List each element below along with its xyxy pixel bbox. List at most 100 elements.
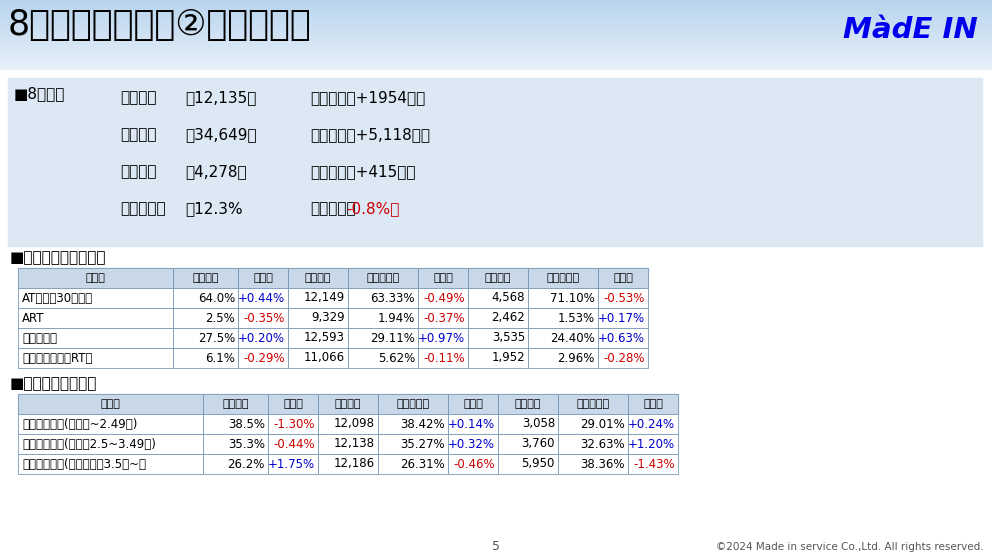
Bar [418,268,468,288]
Text: 前月比: 前月比 [613,273,633,283]
Text: ジャグラー: ジャグラー [22,331,57,344]
Bar [348,288,418,308]
Text: 12,098: 12,098 [334,417,375,431]
Bar [348,328,418,348]
Bar [318,454,378,474]
Text: 前月比: 前月比 [283,399,303,409]
Bar [0,9,992,10]
Bar [0,51,992,52]
Bar [0,26,992,27]
Text: MàdE IN: MàdE IN [843,16,978,44]
Bar [558,394,628,414]
Bar [203,414,268,434]
Text: 平均稼働: 平均稼働 [305,273,331,283]
Text: 5: 5 [492,541,500,554]
Bar [0,28,992,29]
Bar [628,414,678,434]
Text: +1.75%: +1.75% [268,458,315,470]
Bar [378,434,448,454]
Text: 11,066: 11,066 [304,352,345,364]
Text: 1.53%: 1.53% [558,311,595,325]
Bar [0,16,992,17]
Bar [238,308,288,328]
Bar [498,394,558,414]
Text: 29.01%: 29.01% [580,417,625,431]
Bar [418,328,468,348]
Bar [0,70,992,558]
Bar [0,23,992,24]
Bar [173,268,238,288]
Bar [598,268,648,288]
Bar [628,434,678,454]
Bar [528,308,598,328]
Bar [0,15,992,16]
Text: 24.40%: 24.40% [551,331,595,344]
Text: ■射幸強度別シェア: ■射幸強度別シェア [10,376,97,391]
Bar [528,348,598,368]
Text: -0.35%: -0.35% [244,311,285,325]
Text: -0.53%: -0.53% [603,291,645,305]
Text: +0.24%: +0.24% [628,417,675,431]
Bar [0,22,992,23]
Text: 4,568: 4,568 [491,291,525,305]
Bar [448,394,498,414]
Bar [18,308,173,328]
Text: -0.11%: -0.11% [424,352,465,364]
Bar [268,454,318,474]
Text: タイプ: タイプ [85,273,105,283]
Bar [0,18,992,19]
Bar [288,308,348,328]
Bar [18,394,678,414]
Bar [0,41,992,42]
Bar [0,4,992,5]
Bar [0,57,992,58]
Bar [348,348,418,368]
Bar [378,454,448,474]
Bar [418,348,468,368]
Text: 2,462: 2,462 [491,311,525,325]
Text: 35.3%: 35.3% [228,437,265,450]
Text: 平均稼働: 平均稼働 [120,90,157,105]
Bar [0,32,992,33]
Text: 26.31%: 26.31% [400,458,445,470]
Text: 35.27%: 35.27% [401,437,445,450]
Text: +0.17%: +0.17% [598,311,645,325]
Text: 12,186: 12,186 [334,458,375,470]
Text: +0.20%: +0.20% [238,331,285,344]
Bar [558,414,628,434]
Text: 3,535: 3,535 [492,331,525,344]
Bar [0,34,992,35]
Bar [0,46,992,47]
Text: 32.63%: 32.63% [580,437,625,450]
Bar [0,39,992,40]
Text: 29.11%: 29.11% [370,331,415,344]
Bar [288,328,348,348]
Bar [468,308,528,328]
Bar [0,0,992,1]
Bar [468,348,528,368]
Bar [203,434,268,454]
Bar [0,42,992,43]
Text: 2.96%: 2.96% [558,352,595,364]
Text: 粗利シェア: 粗利シェア [576,399,609,409]
Bar [0,48,992,49]
Text: （前月比：+5,118円）: （前月比：+5,118円） [310,127,430,142]
Bar [173,348,238,368]
Bar [448,434,498,454]
Text: ：34,649円: ：34,649円 [185,127,257,142]
Text: 高射幸タイプ(コイン単価3.5円~）: 高射幸タイプ(コイン単価3.5円~） [22,458,146,470]
Bar [598,348,648,368]
Text: +0.97%: +0.97% [418,331,465,344]
Bar [498,414,558,434]
Bar [0,14,992,15]
Text: +1.20%: +1.20% [628,437,675,450]
Bar [318,434,378,454]
Bar [18,454,203,474]
Bar [18,434,203,454]
Text: 12,138: 12,138 [334,437,375,450]
Bar [18,268,173,288]
Bar [378,414,448,434]
Bar [0,40,992,41]
Text: 前月比: 前月比 [434,273,453,283]
Bar [0,69,992,70]
